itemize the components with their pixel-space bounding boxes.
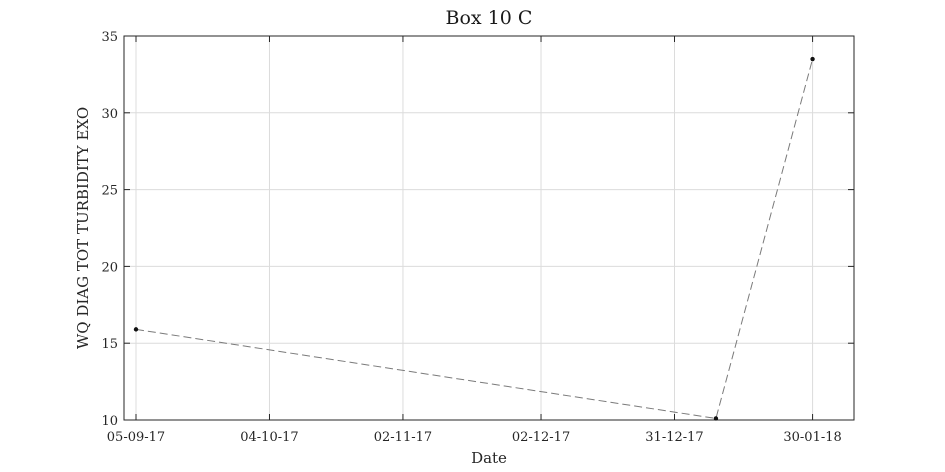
data-point (713, 416, 719, 421)
series (133, 56, 815, 421)
data-point (133, 327, 139, 332)
x-tick-label: 02-11-17 (374, 430, 432, 445)
x-tick-label: 31-12-17 (645, 430, 703, 445)
x-axis-label: Date (471, 449, 507, 467)
y-tick-label: 25 (101, 184, 118, 199)
ticks (124, 35, 854, 421)
x-tick-label: 02-12-17 (512, 430, 570, 445)
x-tick-label: 30-01-18 (783, 430, 841, 445)
x-tick-label: 04-10-17 (240, 430, 298, 445)
data-point (810, 56, 815, 62)
tick-labels: 05-09-17 04-10-17 02-11-17 02-12-17 31-12-17… (101, 30, 841, 445)
series-line (135, 58, 814, 420)
y-tick-label: 10 (101, 414, 118, 429)
y-tick-label: 35 (101, 30, 118, 45)
grid (124, 35, 854, 421)
y-tick-label: 15 (101, 337, 118, 352)
y-tick-label: 30 (101, 107, 118, 122)
y-axis-label: WQ DIAG TOT TURBIDITY EXO (74, 107, 92, 349)
plot-frame (123, 35, 855, 421)
y-tick-label: 20 (101, 260, 118, 275)
chart-title: Box 10 C (446, 7, 533, 29)
x-tick-label: 05-09-17 (107, 430, 165, 445)
